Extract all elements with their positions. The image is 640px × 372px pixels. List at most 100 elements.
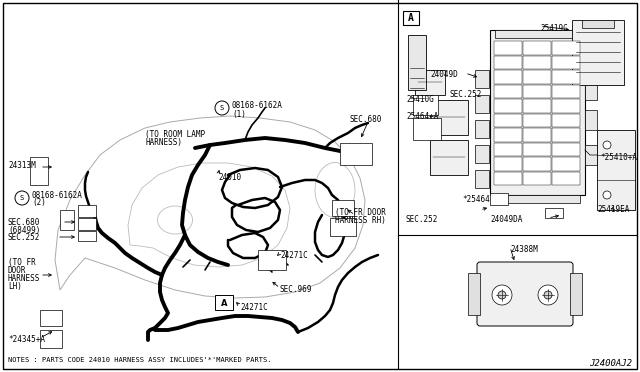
Text: 08168-6162A: 08168-6162A bbox=[32, 190, 83, 199]
Bar bbox=[495, 30, 580, 38]
Text: (TO FR DOOR: (TO FR DOOR bbox=[335, 208, 386, 217]
Text: 25464+A: 25464+A bbox=[406, 112, 438, 121]
Bar bbox=[552, 84, 580, 98]
Text: NOTES : PARTS CODE 24010 HARNESS ASSY INCLUDES'*'MARKED PARTS.: NOTES : PARTS CODE 24010 HARNESS ASSY IN… bbox=[8, 357, 271, 363]
Text: SEC.680: SEC.680 bbox=[8, 218, 40, 227]
Bar bbox=[523, 84, 551, 98]
Bar bbox=[570, 273, 582, 315]
Bar bbox=[494, 171, 522, 185]
Bar bbox=[475, 170, 489, 188]
Bar bbox=[78, 218, 96, 230]
Text: (1): (1) bbox=[232, 109, 246, 119]
Bar bbox=[430, 140, 468, 175]
Bar bbox=[552, 113, 580, 127]
Bar bbox=[494, 41, 522, 55]
Bar bbox=[552, 41, 580, 55]
Bar bbox=[494, 84, 522, 98]
Text: *25464: *25464 bbox=[462, 195, 490, 204]
Bar bbox=[523, 171, 551, 185]
Circle shape bbox=[538, 285, 558, 305]
Bar bbox=[552, 70, 580, 83]
Text: 24271C: 24271C bbox=[280, 250, 308, 260]
Circle shape bbox=[498, 291, 506, 299]
Bar bbox=[523, 113, 551, 127]
Text: 24010: 24010 bbox=[218, 173, 241, 183]
Bar bbox=[413, 118, 441, 140]
Bar bbox=[340, 143, 372, 165]
Bar bbox=[597, 130, 635, 210]
Text: SEC.252: SEC.252 bbox=[450, 90, 483, 99]
Bar bbox=[523, 142, 551, 156]
Text: 25410G: 25410G bbox=[406, 95, 434, 104]
Text: *25410+A: *25410+A bbox=[600, 154, 637, 163]
Circle shape bbox=[15, 191, 29, 205]
Text: S: S bbox=[220, 105, 224, 111]
Text: DOOR: DOOR bbox=[8, 266, 26, 275]
Bar bbox=[523, 70, 551, 83]
Bar bbox=[523, 128, 551, 141]
Text: 24049D: 24049D bbox=[430, 70, 458, 79]
Bar bbox=[330, 218, 356, 236]
Bar bbox=[475, 145, 489, 163]
Bar bbox=[60, 210, 74, 230]
Bar bbox=[490, 30, 585, 195]
Bar bbox=[552, 142, 580, 156]
Bar bbox=[552, 99, 580, 112]
Text: A: A bbox=[221, 298, 227, 308]
Bar bbox=[430, 100, 468, 135]
Bar bbox=[490, 193, 508, 205]
Bar bbox=[475, 120, 489, 138]
Bar bbox=[40, 330, 62, 348]
Bar bbox=[494, 157, 522, 170]
Text: LH): LH) bbox=[8, 282, 22, 291]
Circle shape bbox=[544, 291, 552, 299]
Bar bbox=[403, 11, 419, 25]
Bar bbox=[408, 35, 426, 90]
Bar bbox=[545, 208, 563, 218]
Text: *24345+A: *24345+A bbox=[8, 336, 45, 344]
Bar bbox=[468, 273, 480, 315]
Text: (68499): (68499) bbox=[8, 226, 40, 235]
Bar bbox=[585, 145, 597, 165]
FancyBboxPatch shape bbox=[477, 262, 573, 326]
Text: (TO ROOM LAMP: (TO ROOM LAMP bbox=[145, 130, 205, 139]
Text: SEC.680: SEC.680 bbox=[350, 115, 382, 125]
Bar bbox=[585, 110, 597, 130]
Bar bbox=[552, 128, 580, 141]
Text: 24049DA: 24049DA bbox=[490, 215, 522, 224]
Text: HARNESS RH): HARNESS RH) bbox=[335, 216, 386, 225]
Text: J2400AJ2: J2400AJ2 bbox=[589, 359, 632, 369]
Text: SEC.969: SEC.969 bbox=[280, 285, 312, 295]
Bar bbox=[582, 20, 614, 28]
Bar bbox=[40, 310, 62, 326]
Bar bbox=[413, 95, 438, 115]
Bar bbox=[475, 70, 489, 88]
Bar bbox=[332, 200, 354, 216]
Bar bbox=[495, 195, 580, 203]
Bar bbox=[78, 231, 96, 241]
Bar bbox=[552, 171, 580, 185]
Text: (2): (2) bbox=[32, 199, 46, 208]
Text: S: S bbox=[20, 195, 24, 201]
Text: 25419C: 25419C bbox=[540, 24, 568, 33]
Text: HARNESS): HARNESS) bbox=[145, 138, 182, 147]
Bar bbox=[475, 95, 489, 113]
Bar bbox=[258, 250, 286, 270]
Circle shape bbox=[215, 101, 229, 115]
Circle shape bbox=[603, 141, 611, 149]
Text: SEC.252: SEC.252 bbox=[406, 215, 438, 224]
Bar bbox=[494, 99, 522, 112]
Bar bbox=[30, 157, 48, 185]
Bar bbox=[523, 157, 551, 170]
Text: SEC.252: SEC.252 bbox=[8, 232, 40, 241]
Bar bbox=[494, 55, 522, 69]
Text: 08168-6162A: 08168-6162A bbox=[232, 102, 283, 110]
Bar bbox=[552, 55, 580, 69]
Text: 25419EA: 25419EA bbox=[597, 205, 629, 214]
Bar bbox=[415, 70, 445, 95]
Circle shape bbox=[492, 285, 512, 305]
Bar bbox=[494, 142, 522, 156]
Text: A: A bbox=[408, 13, 414, 23]
Bar bbox=[572, 20, 624, 85]
Bar bbox=[494, 128, 522, 141]
